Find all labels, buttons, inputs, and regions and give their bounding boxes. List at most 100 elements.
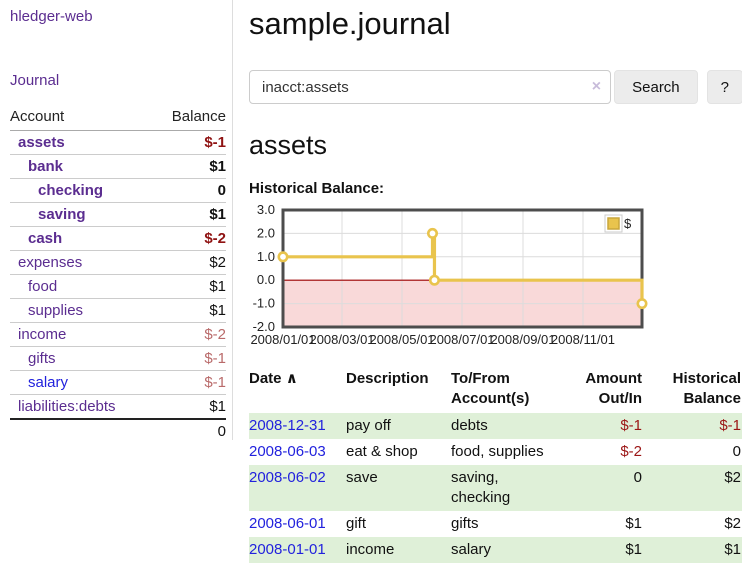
legend-swatch [607,217,620,230]
account-balance: $-1 [152,130,226,155]
account-balance: 0 [152,178,226,203]
account-link[interactable]: liabilities:debts [18,398,116,415]
account-row: liabilities:debts $1 [10,394,226,420]
account-balance: $-2 [152,226,226,251]
account-link[interactable]: salary [28,374,69,391]
app-brand-link[interactable]: hledger-web [10,8,93,25]
chart-point [636,298,648,310]
chart-label: Historical Balance: [249,180,385,197]
account-link[interactable]: income [18,326,67,343]
account-balance: $-1 [152,370,226,395]
account-link[interactable]: checking [38,182,104,199]
column-header-description: Description [346,370,429,387]
transaction-row: 2008-01-01 income salary $1 $1 [249,537,742,563]
transaction-amount: $1 [625,541,642,558]
sidebar: hledger-web Journal Account Balance asse… [0,0,233,443]
search-help-button[interactable]: ? [706,70,742,104]
transaction-date-link[interactable]: 2008-06-02 [249,469,326,486]
search-button[interactable]: Search [614,70,698,104]
clear-search-icon[interactable]: × [591,78,602,95]
y-axis-tick-label: 0.0 [257,272,275,287]
account-row: cash $-2 [10,226,226,251]
accounts-table: Account Balance assets $-1 bank $1 checking 0… [10,105,226,443]
account-balance: $1 [152,394,226,420]
account-balance: $1 [152,202,226,227]
account-balance: $-1 [152,346,226,371]
accounts-header-account: Account [10,105,153,131]
account-row: supplies $1 [10,298,226,323]
transaction-description: income [346,541,395,558]
transaction-row: 2008-06-03 eat & shop food, supplies $-2 0 [249,439,742,465]
accounts-total-row: 0 [10,418,226,443]
account-link[interactable]: assets [18,134,65,151]
account-link[interactable]: gifts [28,350,56,367]
x-axis-tick-label: 2008/01/01 [250,332,315,347]
account-balance: $1 [152,154,226,179]
column-header-amount: Amount Out/In [585,370,642,407]
transaction-description: save [346,469,378,486]
accounts-table-body: assets $-1 bank $1 checking 0 saving $1 cash $-2 e… [10,130,226,443]
transaction-date-link[interactable]: 2008-06-03 [249,443,326,460]
account-row: income $-2 [10,322,226,347]
transaction-accounts: food, supplies [451,443,544,460]
account-row: gifts $-1 [10,346,226,371]
transaction-accounts: saving, checking [451,469,511,506]
chart-point [427,227,439,239]
x-axis-tick-label: 2008/05/01 [369,332,434,347]
transaction-accounts: debts [451,417,488,434]
account-row: assets $-1 [10,130,226,155]
search-input[interactable] [249,70,612,104]
transaction-balance: $2 [724,515,741,532]
account-link[interactable]: saving [38,206,86,223]
account-link[interactable]: expenses [18,254,83,271]
y-axis-tick-label: 3.0 [257,202,275,217]
accounts-total-balance: 0 [152,418,226,443]
y-axis-tick-label: -1.0 [253,296,275,311]
transaction-row: 2008-06-02 save saving, checking 0 $2 [249,465,742,511]
account-row: bank $1 [10,154,226,179]
legend-label: $ [624,216,632,231]
account-row: saving $1 [10,202,226,227]
account-row: checking 0 [10,178,226,203]
transaction-date-link[interactable]: 2008-06-01 [249,515,326,532]
historical-balance-chart: 3.0 2.0 1.0 0.0 -1.0 -2.0 2008/01/01 2008/03/01… [249,202,742,347]
x-axis-tick-label: 2008/07/01 [429,332,494,347]
transaction-amount: $-1 [620,417,642,434]
y-axis-tick-label: -2.0 [253,319,275,334]
column-header-date[interactable]: Date ∧ [249,370,298,387]
account-link[interactable]: food [28,278,58,295]
account-balance: $2 [152,250,226,275]
account-link[interactable]: supplies [28,302,84,319]
transactions-table-body: 2008-12-31 pay off debts $-1 $-1 2008-06-03 ea… [249,413,742,563]
sort-asc-icon: ∧ [285,370,298,387]
transaction-row: 2008-12-31 pay off debts $-1 $-1 [249,413,742,439]
chart-point [277,251,289,263]
transaction-amount: $-2 [620,443,642,460]
transaction-row: 2008-06-01 gift gifts $1 $2 [249,511,742,537]
transaction-description: pay off [346,417,391,434]
transaction-date-link[interactable]: 2008-12-31 [249,417,326,434]
transactions-table: Date ∧ Description To/From Account(s) Am… [249,367,742,563]
main-content: sample.journal × Search ? assets Histori… [233,0,742,582]
transaction-amount: 0 [633,469,642,486]
y-axis-tick-label: 1.0 [257,249,275,264]
sidebar-item-journal[interactable]: Journal [10,72,60,89]
accounts-header-balance: Balance [152,105,226,131]
account-link[interactable]: bank [28,158,64,175]
transaction-amount: $1 [625,515,642,532]
account-balance: $-2 [152,322,226,347]
transaction-description: eat & shop [346,443,418,460]
transaction-accounts: gifts [451,515,479,532]
transaction-balance: $-1 [719,417,741,434]
account-row: food $1 [10,274,226,299]
transaction-description: gift [346,515,367,532]
x-axis-tick-label: 2008/03/01 [309,332,374,347]
x-axis-tick-label: 2008/09/01 [490,332,555,347]
transaction-date-link[interactable]: 2008-01-01 [249,541,326,558]
account-link[interactable]: cash [28,230,63,247]
account-row: salary $-1 [10,370,226,395]
transaction-accounts: salary [451,541,492,558]
column-header-accounts: To/From Account(s) [451,370,530,407]
account-title: assets [249,130,328,160]
